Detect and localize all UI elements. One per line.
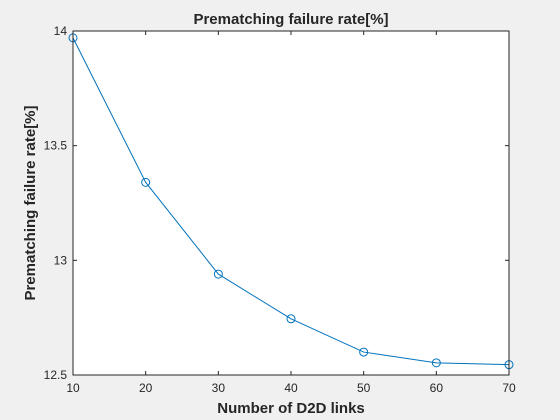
series-line [72,37,510,366]
y-axis-ticks: 12.5 13 13.5 14 [44,24,509,382]
x-tick-label: 20 [139,381,153,395]
x-tick-label: 70 [502,381,516,395]
data-point [141,177,151,187]
y-tick-label: 12.5 [44,368,68,382]
x-tick-label: 40 [284,381,298,395]
data-point [359,347,369,357]
x-tick-label: 60 [430,381,444,395]
data-point [213,269,223,279]
data-point [286,314,296,324]
data-point [431,358,441,368]
x-axis-ticks: 10 20 30 40 50 60 70 [66,31,516,395]
y-tick-label: 13 [54,253,68,267]
x-tick-label: 30 [212,381,226,395]
y-axis-label: Prematching failure rate[%] [22,105,39,300]
x-tick-label: 50 [357,381,371,395]
x-tick-label: 10 [66,381,80,395]
y-tick-label: 13.5 [44,139,68,153]
plot-area [73,31,509,375]
y-tick-label: 14 [54,24,68,38]
x-axis-label: Number of D2D links [217,400,365,417]
chart-title: Prematching failure rate[%] [193,11,388,28]
